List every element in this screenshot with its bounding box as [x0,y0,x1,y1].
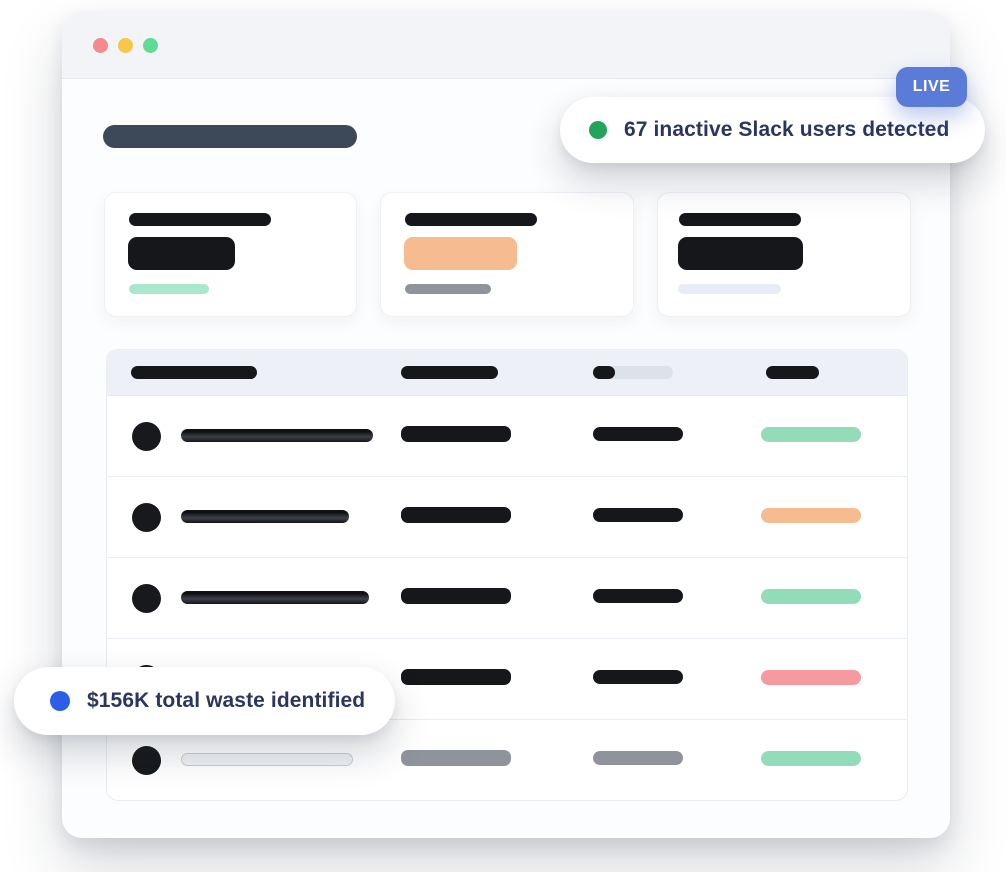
minimize-button-icon[interactable] [118,37,133,53]
user-name-placeholder [181,591,369,604]
notification-bottom: $156K total waste identified [14,667,395,735]
users-table [106,349,908,801]
status-pill-green [761,427,861,442]
avatar [132,503,161,532]
blue-status-dot-icon [50,691,70,711]
avatar [132,584,161,613]
green-status-dot-icon [589,121,607,139]
close-button-icon[interactable] [93,37,108,53]
header-col-2-placeholder [401,366,498,379]
col-2-placeholder [401,669,511,685]
header-col-1-placeholder [131,366,257,379]
card-label-placeholder [129,213,271,226]
status-pill-orange [761,508,861,523]
user-name-placeholder [181,429,373,442]
table-row[interactable] [107,477,907,558]
user-name-placeholder [181,753,353,766]
card-trend-placeholder [129,284,209,294]
card-value-placeholder [404,237,517,270]
stat-card-1 [104,192,357,317]
user-name-placeholder [181,510,349,523]
col-2-placeholder [401,588,511,604]
card-trend-placeholder [678,284,781,294]
card-label-placeholder [405,213,537,226]
table-row[interactable] [107,396,907,477]
col-3-placeholder [593,508,683,522]
status-pill-green [761,589,861,604]
col-3-placeholder [593,589,683,603]
zoom-button-icon[interactable] [143,37,158,53]
col-2-placeholder [401,426,511,442]
avatar [132,422,161,451]
card-value-placeholder [678,237,803,270]
notification-top: 67 inactive Slack users detected [560,97,985,163]
col-3-placeholder [593,751,683,765]
header-col-3-placeholder [593,366,673,379]
card-value-placeholder [128,237,235,270]
stat-card-3 [657,192,911,317]
header-col-4-placeholder [766,366,819,379]
status-pill-red [761,670,861,685]
live-badge-label: LIVE [912,78,951,95]
window-titlebar [62,12,950,79]
table-row[interactable] [107,720,907,800]
status-pill-green [761,751,861,766]
card-trend-placeholder [405,284,491,294]
col-2-placeholder [401,507,511,523]
live-badge: LIVE [896,67,967,107]
page-title-placeholder [103,125,357,148]
table-row[interactable] [107,558,907,639]
stat-card-2 [380,192,634,317]
card-label-placeholder [679,213,801,226]
table-body [107,396,907,800]
notification-bottom-text: $156K total waste identified [87,689,366,712]
col-3-placeholder [593,427,683,441]
avatar [132,746,161,775]
table-header [107,350,907,396]
col-3-placeholder [593,670,683,684]
notification-top-text: 67 inactive Slack users detected [624,118,950,141]
col-2-placeholder [401,750,511,766]
